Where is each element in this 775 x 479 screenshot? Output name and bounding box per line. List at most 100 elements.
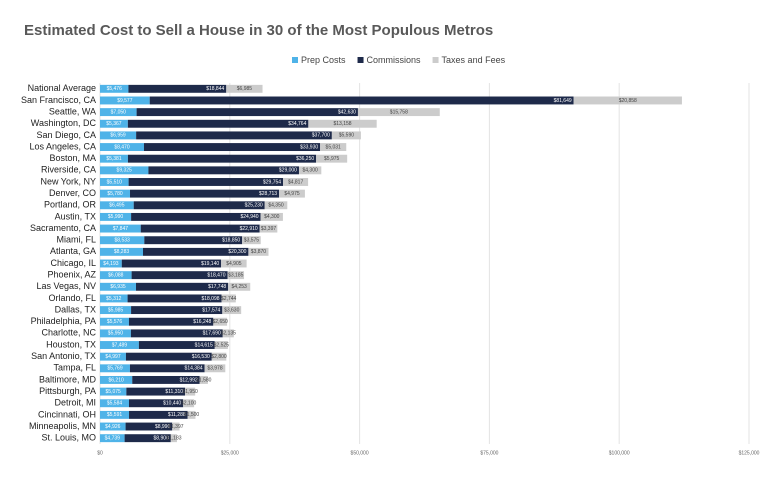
- bar-segment: [100, 282, 137, 291]
- value-label: $5,075: [106, 389, 122, 395]
- value-label: $11,310: [165, 389, 183, 395]
- bar-segment: [260, 212, 283, 221]
- value-label: $19,140: [201, 261, 219, 267]
- value-label: $4,997: [105, 354, 121, 360]
- bar-segment: [100, 84, 129, 93]
- y-tick-label: Las Vegas, NV: [36, 281, 96, 291]
- bar-segment: [100, 96, 150, 105]
- value-label: $5,990: [108, 214, 124, 220]
- value-label: $7,847: [113, 226, 129, 232]
- bar-segment: [131, 212, 261, 221]
- value-label: $1,183: [166, 436, 182, 442]
- y-tick-label: Tampa, FL: [53, 363, 96, 373]
- bar-segment: [127, 154, 317, 163]
- bar-segment: [100, 329, 131, 338]
- y-tick-label: Cincinnati, OH: [38, 409, 96, 419]
- bar-segment: [248, 247, 269, 256]
- bar-segment: [131, 306, 223, 315]
- x-tick-label: $0: [97, 450, 103, 456]
- bar-segment: [320, 143, 347, 152]
- value-label: $8,283: [114, 249, 130, 255]
- y-tick-label: Boston, MA: [49, 153, 96, 163]
- value-label: $3,575: [244, 238, 260, 244]
- value-label: $17,748: [208, 284, 226, 290]
- bar-segment: [100, 143, 144, 152]
- bar-segment: [100, 317, 129, 326]
- value-label: $36,250: [296, 156, 314, 162]
- value-label: $3,630: [224, 307, 240, 313]
- bar-segment: [170, 434, 177, 443]
- value-label: $18,844: [206, 86, 224, 92]
- bar-segment: [100, 236, 145, 245]
- bar-segment: [133, 201, 265, 210]
- bar-segment: [100, 247, 144, 256]
- value-label: $4,350: [268, 203, 284, 209]
- y-tick-label: Seattle, WA: [49, 106, 96, 116]
- bar-segment: [100, 166, 149, 175]
- value-label: $2,650: [213, 319, 229, 325]
- bar-segment: [298, 166, 322, 175]
- value-label: $22,910: [240, 226, 258, 232]
- value-label: $8,470: [114, 144, 130, 150]
- bar-segment: [124, 434, 171, 443]
- legend-label: Taxes and Fees: [442, 55, 506, 65]
- value-label: $9,325: [117, 168, 133, 174]
- value-label: $81,649: [554, 98, 572, 104]
- value-label: $20,300: [228, 249, 246, 255]
- bar-segment: [226, 84, 263, 93]
- value-label: $6,210: [108, 377, 124, 383]
- value-label: $18,470: [207, 272, 225, 278]
- bar-segment: [228, 282, 251, 291]
- value-label: $13,158: [333, 121, 351, 127]
- y-tick-label: Orlando, FL: [48, 293, 96, 303]
- bar-segment: [100, 189, 131, 198]
- value-label: $5,381: [106, 156, 122, 162]
- value-label: $16,530: [192, 354, 210, 360]
- value-label: $9,577: [117, 98, 133, 104]
- value-label: $2,744: [221, 296, 237, 302]
- value-label: $5,367: [106, 121, 122, 127]
- bar-segment: [100, 212, 132, 221]
- value-label: $4,300: [302, 168, 318, 174]
- bar-segment: [222, 329, 234, 338]
- value-label: $7,050: [111, 109, 127, 115]
- legend-label: Prep Costs: [301, 55, 346, 65]
- bar-segment: [100, 434, 125, 443]
- value-label: $5,584: [107, 401, 123, 407]
- bar-segment: [100, 108, 137, 117]
- bar-segment: [100, 154, 128, 163]
- y-tick-label: Baltimore, MD: [39, 374, 97, 384]
- bar-segment: [136, 108, 358, 117]
- bar-segment: [121, 259, 222, 268]
- value-label: $16,248: [193, 319, 211, 325]
- bar-segment: [132, 375, 200, 384]
- value-label: $5,031: [326, 144, 342, 150]
- value-label: $29,000: [279, 168, 297, 174]
- legend-marker: [432, 57, 439, 63]
- bar-segment: [144, 236, 243, 245]
- y-tick-label: Detroit, MI: [54, 398, 96, 408]
- bar-segment: [227, 271, 245, 280]
- value-label: $4,739: [105, 436, 121, 442]
- bar-segment: [128, 84, 227, 93]
- bar-segment: [138, 341, 215, 349]
- value-label: $25,230: [245, 203, 263, 209]
- y-tick-label: Dallas, TX: [55, 304, 96, 314]
- y-tick-label: Houston, TX: [46, 339, 96, 349]
- value-label: $15,758: [390, 109, 408, 115]
- bar-segment: [100, 259, 122, 268]
- bar-segment: [331, 131, 361, 140]
- value-label: $5,985: [108, 307, 124, 313]
- y-tick-label: New York, NY: [40, 176, 96, 186]
- bar-segment: [100, 341, 139, 349]
- bar-segment: [143, 247, 249, 256]
- value-label: $3,397: [261, 226, 277, 232]
- value-label: $4,975: [284, 191, 300, 197]
- value-label: $37,700: [312, 133, 330, 139]
- value-label: $3,870: [251, 249, 267, 255]
- value-label: $14,384: [185, 366, 203, 372]
- value-label: $24,940: [241, 214, 259, 220]
- bar-segment: [264, 201, 288, 210]
- bar-segment: [125, 352, 212, 361]
